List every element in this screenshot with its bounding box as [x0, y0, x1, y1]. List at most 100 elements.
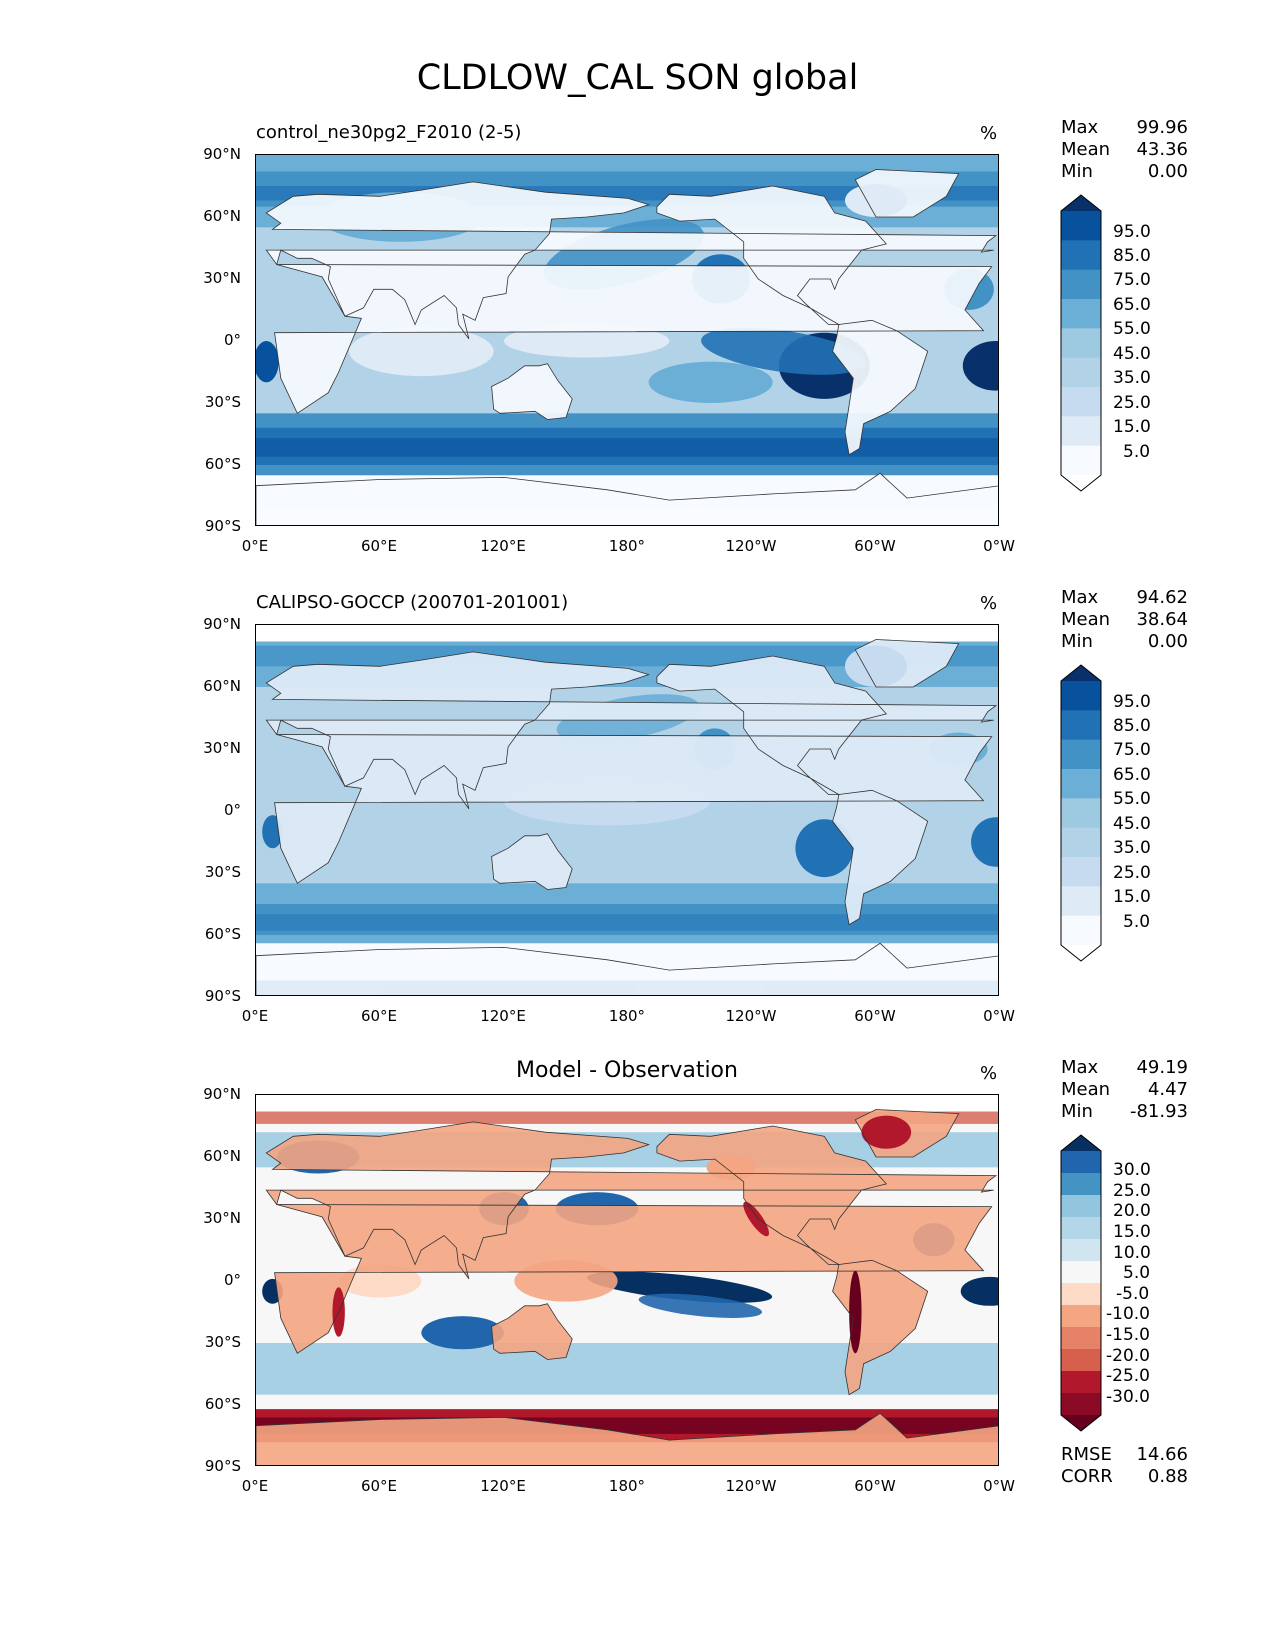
x-tick-label: 180° [608, 1007, 646, 1025]
colorbar-extend-max [1061, 1135, 1101, 1151]
colorbar [1060, 664, 1102, 962]
colorbar-tick-label: 55.0 [1113, 319, 1151, 339]
contour-region [971, 817, 998, 867]
coastline [854, 1109, 960, 1158]
land-area [656, 186, 887, 325]
coastline [274, 264, 993, 414]
coastline [265, 651, 998, 810]
contour-region [648, 361, 773, 403]
colorbar-segment [1061, 886, 1101, 917]
stat-value: 49.19 [1136, 1057, 1188, 1078]
y-tick-label: 90°N [203, 615, 241, 633]
stat-label: Min [1061, 631, 1093, 652]
coastline [656, 1125, 888, 1265]
stat-label: Max [1061, 117, 1099, 138]
colorbar-segment [1061, 269, 1101, 300]
colorbar-extend-min [1061, 1415, 1101, 1431]
colorbar-segment [1061, 1195, 1101, 1218]
colorbar-extend-max [1061, 195, 1101, 211]
colorbar-tick-label: -20.0 [1106, 1346, 1150, 1366]
colorbar-tick-label: -30.0 [1106, 1387, 1150, 1407]
contour-region [587, 1271, 773, 1303]
coastlines [256, 169, 998, 525]
colorbar-segment [1061, 357, 1101, 388]
colorbar [1060, 194, 1102, 492]
y-tick-label: 60°N [203, 1147, 241, 1165]
colorbar-tick-label: 65.0 [1113, 765, 1151, 785]
colorbar-tick-label: -15.0 [1106, 1325, 1150, 1345]
contour-band [256, 1095, 998, 1112]
colorbar-segment [1061, 739, 1101, 770]
y-tick-label: 90°S [204, 987, 241, 1005]
colorbar-tick-label: 30.0 [1113, 1160, 1151, 1180]
colorbar-extend-min [1061, 475, 1101, 491]
colorbar-segment [1061, 1261, 1101, 1284]
y-tick-label: 60°S [204, 925, 241, 943]
y-tick-label: 90°N [203, 145, 241, 163]
coastline [854, 169, 960, 218]
land-area [256, 1413, 998, 1465]
units-label: % [980, 1063, 998, 1084]
map-plot [255, 1094, 999, 1466]
contour-band [256, 438, 998, 457]
y-tick-label: 30°N [203, 739, 241, 757]
x-tick-label: 60°E [360, 1477, 398, 1495]
colorbar-tick-label: 10.0 [1113, 1243, 1151, 1263]
x-tick-label: 60°W [854, 537, 896, 555]
colorbar-segment [1061, 1151, 1101, 1174]
map-heatmap [256, 155, 998, 525]
contour-band [256, 943, 998, 981]
colorbar-tick-label: 25.0 [1113, 863, 1151, 883]
land-area [491, 1303, 573, 1360]
x-tick-label: 0°E [241, 1007, 269, 1025]
map-heatmap [256, 1095, 998, 1465]
stat-label: Mean [1061, 609, 1111, 630]
stat-label: Min [1061, 1101, 1093, 1122]
contour-region [962, 341, 998, 391]
contour-region [795, 819, 854, 878]
coastline [274, 734, 993, 884]
colorbar-segment [1061, 769, 1101, 799]
y-tick-label: 30°N [203, 1209, 241, 1227]
colorbar-segment [1061, 1327, 1101, 1350]
x-tick-label: 0°E [241, 537, 269, 555]
coastline [854, 639, 960, 688]
y-tick-label: 90°S [204, 1457, 241, 1475]
colorbar-tick-label: 85.0 [1113, 716, 1151, 736]
coastline [491, 833, 573, 890]
x-tick-label: 0°W [983, 1007, 1015, 1025]
y-tick-label: 30°S [204, 1333, 241, 1351]
coastline [832, 319, 929, 456]
y-tick-label: 30°N [203, 269, 241, 287]
stat-value: 38.64 [1136, 609, 1188, 630]
panel-title: CALIPSO-GOCCP (200701-201001) [256, 592, 569, 613]
colorbar-segment [1061, 1173, 1101, 1196]
stat-label: Mean [1061, 1079, 1111, 1100]
contour-region [960, 1276, 998, 1306]
land-area [491, 363, 573, 420]
contour-region [861, 1115, 912, 1149]
contour-region [256, 341, 279, 383]
colorbar-tick-label: -5.0 [1116, 1284, 1150, 1304]
colorbar-tick-label: 5.0 [1123, 1263, 1151, 1283]
colorbar-segment [1061, 1393, 1101, 1416]
coastline [656, 185, 888, 325]
contour-region [849, 1270, 862, 1354]
colorbar-outline [1060, 194, 1102, 492]
stat-value: 0.00 [1147, 631, 1188, 652]
contour-region [845, 645, 907, 687]
x-tick-label: 120°E [480, 1007, 526, 1025]
stat-value: 14.66 [1136, 1444, 1188, 1465]
contour-region [349, 326, 494, 377]
colorbar-segment [1061, 240, 1101, 271]
coastlines [256, 1109, 998, 1465]
stat-label: Min [1061, 161, 1093, 182]
land-area [832, 320, 928, 455]
colorbar-outline [1060, 1134, 1102, 1432]
colorbar-tick-label: 45.0 [1113, 344, 1151, 364]
colorbar-segment [1061, 710, 1101, 741]
coastline [491, 363, 573, 420]
colorbar-tick-label: 75.0 [1113, 270, 1151, 290]
stat-label: Mean [1061, 139, 1111, 160]
land-area [256, 473, 998, 525]
